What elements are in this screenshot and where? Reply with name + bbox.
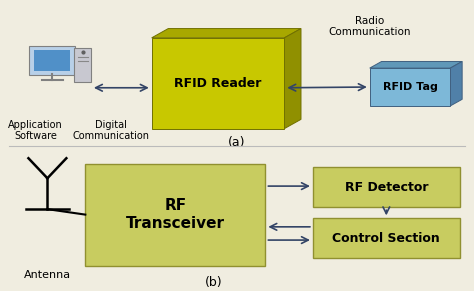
FancyBboxPatch shape <box>152 38 284 129</box>
Text: RFID Reader: RFID Reader <box>174 77 262 90</box>
Polygon shape <box>450 61 462 106</box>
FancyBboxPatch shape <box>370 68 450 106</box>
Polygon shape <box>370 61 462 68</box>
FancyBboxPatch shape <box>74 48 91 82</box>
Text: Control Section: Control Section <box>332 232 440 245</box>
Polygon shape <box>152 29 301 38</box>
Text: RF
Transceiver: RF Transceiver <box>126 198 225 231</box>
Text: Radio
Communication: Radio Communication <box>328 16 411 37</box>
Text: Application
Software: Application Software <box>8 120 63 141</box>
FancyBboxPatch shape <box>29 46 75 75</box>
FancyBboxPatch shape <box>313 167 460 207</box>
FancyBboxPatch shape <box>313 218 460 258</box>
FancyBboxPatch shape <box>85 164 265 265</box>
Text: RF Detector: RF Detector <box>345 181 428 194</box>
Text: Digital
Communication: Digital Communication <box>73 120 150 141</box>
FancyBboxPatch shape <box>34 50 70 71</box>
Text: RFID Tag: RFID Tag <box>383 82 438 92</box>
Text: (b): (b) <box>204 276 222 289</box>
Text: (a): (a) <box>228 136 246 150</box>
Text: Antenna: Antenna <box>24 270 71 280</box>
Polygon shape <box>284 29 301 129</box>
